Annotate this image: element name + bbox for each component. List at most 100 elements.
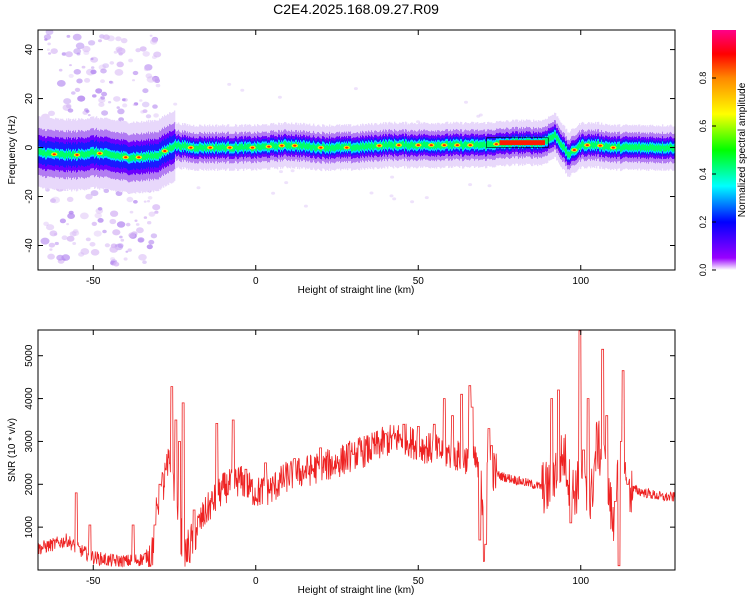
spectrogram-band-slice <box>90 149 92 156</box>
spectrogram-band-slice <box>285 141 287 148</box>
spectrogram-band-slice <box>554 131 556 138</box>
spectrogram-speckle <box>279 170 283 174</box>
spectrogram-band-slice <box>105 150 107 156</box>
spectrogram-band-slice <box>39 148 41 155</box>
spectrogram-band-slice <box>243 146 245 152</box>
spectrogram-band-slice <box>604 144 606 151</box>
spectrogram-band-slice <box>659 145 661 152</box>
spectrogram-band-slice <box>303 141 305 148</box>
spectrogram-speckle <box>116 61 124 68</box>
spectrogram-band-slice <box>65 152 67 159</box>
spectrogram-speckle <box>81 65 86 69</box>
spectrogram-speckle <box>80 248 90 255</box>
spectrogram-band-slice <box>643 144 645 151</box>
spectrogram-band-slice <box>619 143 621 150</box>
spectrogram-band-slice <box>220 144 222 151</box>
spectrogram-band-slice <box>236 144 238 150</box>
spectrogram-speckle <box>76 78 83 84</box>
spectrogram-band-slice <box>117 152 119 159</box>
spectrogram-speckle <box>119 235 123 239</box>
colorbar-tick-label: 0.8 <box>698 72 708 85</box>
spectrogram-speckle <box>145 114 152 119</box>
spectrogram-speckle <box>136 227 144 234</box>
spectrogram-band-slice <box>466 141 468 148</box>
spectrogram-band-slice <box>449 142 451 149</box>
spectrogram-band-slice <box>112 152 114 158</box>
spectrogram-band-slice <box>406 141 408 148</box>
spectrogram-band-slice <box>186 144 188 151</box>
spectrogram-band-slice <box>387 143 389 150</box>
spectrogram-band-slice <box>356 144 358 151</box>
y-tick-label: 5000 <box>24 344 35 367</box>
spectrogram-speckle <box>59 218 66 224</box>
spectrogram-band-slice <box>409 143 411 150</box>
spectrogram-speckle <box>196 186 201 190</box>
spectrogram-speckle <box>122 103 128 108</box>
spectrogram-band-slice <box>597 141 599 147</box>
spectrogram-band-slice <box>639 143 641 150</box>
spectrogram-speckle <box>147 221 152 225</box>
spectrogram-band-slice <box>324 144 326 151</box>
spectrogram-band-slice <box>630 144 632 151</box>
spectrogram-band-slice <box>203 145 205 152</box>
spectrogram-speckle <box>90 190 99 197</box>
spectrogram-band-slice <box>481 141 483 148</box>
spectrogram-band-slice <box>82 151 84 158</box>
spectrogram-band-slice <box>649 144 651 151</box>
spectrogram-band-slice <box>185 142 187 149</box>
spectrogram-band-slice <box>308 143 310 150</box>
spectrogram-band-slice <box>299 144 301 151</box>
spectrogram-speckle <box>123 257 128 261</box>
spectrogram-speckle <box>50 198 56 203</box>
spectrogram-band-slice <box>160 151 162 158</box>
spectrogram-speckle <box>121 98 126 102</box>
spectrogram-band-slice <box>291 141 293 148</box>
spectrogram-band-slice <box>313 142 315 149</box>
spectrogram-band-slice <box>548 135 550 142</box>
spectrogram-band-slice <box>133 153 135 160</box>
spectrogram-band-slice <box>477 141 479 147</box>
spectrogram-speckle <box>153 113 159 118</box>
spectrogram-band-slice <box>390 142 392 148</box>
spectrogram-band-slice <box>608 144 610 151</box>
spectrogram-hotspot-core <box>319 146 323 149</box>
spectrogram-band-slice <box>301 143 303 150</box>
spectrogram-hotspot-core <box>75 153 79 156</box>
spectrogram-speckle <box>132 103 136 107</box>
spectrogram-band-slice <box>256 145 258 152</box>
spectrogram-band-slice <box>634 143 636 150</box>
spectrogram-speckle <box>101 91 108 97</box>
spectrogram-speckle <box>277 95 282 99</box>
spectrogram-band-slice <box>473 141 475 148</box>
spectrogram-band-slice <box>640 145 642 152</box>
spectrogram-band-slice <box>205 145 207 151</box>
spectrogram-band-slice <box>218 144 220 151</box>
spectrogram-band-slice <box>624 144 626 151</box>
spectrogram-band-slice <box>224 144 226 151</box>
spectrogram-band-slice <box>246 144 248 151</box>
snr-frame <box>37 329 676 571</box>
spectrogram-band-slice <box>235 143 237 150</box>
spectrogram-hotspot-core <box>494 143 498 146</box>
spectrogram-band-slice <box>631 144 633 151</box>
spectrogram-hotspot-core <box>442 144 446 147</box>
spectrogram-speckle <box>45 30 54 35</box>
spectrogram-band-slice <box>465 141 467 147</box>
spectrogram-band-slice <box>116 152 118 159</box>
spectrogram-band-slice <box>62 151 64 157</box>
snr-x-axis-label: Height of straight line (km) <box>298 585 415 596</box>
spectrogram-band-slice <box>617 143 619 150</box>
spectrogram-speckle <box>147 200 150 203</box>
spectrogram-speckle <box>126 196 134 203</box>
y-tick-label: 20 <box>24 93 35 105</box>
spectrogram-band-slice <box>234 145 236 152</box>
spectrogram-hotspot-core <box>377 144 381 147</box>
spectrogram-band-slice <box>118 153 120 159</box>
spectrogram-speckle <box>49 248 53 251</box>
spectrogram-band-slice <box>201 144 203 151</box>
spectrogram-band-slice <box>474 143 476 149</box>
spectrogram-speckle <box>97 207 103 211</box>
spectrogram-speckle <box>142 51 150 57</box>
spectrogram-band-slice <box>215 143 217 150</box>
spectrogram-band-slice <box>556 135 558 142</box>
